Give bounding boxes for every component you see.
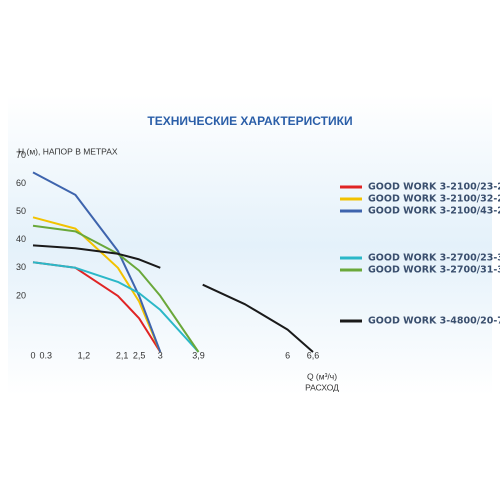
panel: [8, 95, 492, 395]
x-axis-label: Q (м³/ч): [307, 371, 337, 381]
series-line: [32, 244, 314, 353]
x-tick-label: 1,2: [78, 350, 91, 360]
legend-label: GOOD WORK 3-4800/20-7/3: [368, 316, 500, 327]
legend-label: GOOD WORK 3-2100/23-2/8: [368, 182, 500, 193]
x-tick-label: 0.3: [39, 350, 52, 360]
legend-label: GOOD WORK 3-2100/32-2/11: [368, 194, 500, 205]
y-tick-label: 40: [16, 234, 26, 244]
chart-title: ТЕХНИЧЕСКИЕ ХАРАКТЕРИСТИКИ: [147, 114, 352, 128]
x-tick-label: 3: [158, 350, 163, 360]
y-axis-label: H (м), НАПОР В МЕТРАХ: [18, 146, 118, 156]
x-tick-label: 2,1: [116, 350, 129, 360]
series-line: [32, 224, 200, 353]
y-tick-label: 50: [16, 206, 26, 216]
y-tick-label: 70: [16, 150, 26, 160]
y-tick-label: 60: [16, 178, 26, 188]
legend-label: GOOD WORK 3-2100/43-2/15: [368, 206, 500, 217]
legend-label: GOOD WORK 3-2700/23-3/8: [368, 253, 500, 264]
x-tick-label: 3,9: [192, 350, 205, 360]
series-line: [32, 261, 200, 353]
x-tick-label: 0: [30, 350, 35, 360]
x-tick-label: 6,6: [307, 350, 320, 360]
legend-label: GOOD WORK 3-2700/31-3/11: [368, 265, 500, 276]
y-tick-label: 20: [16, 290, 26, 300]
x-tick-label: 2,5: [133, 350, 146, 360]
x-axis-label-2: РАСХОД: [305, 382, 339, 392]
y-tick-label: 30: [16, 262, 26, 272]
series-line: [32, 216, 162, 353]
series-line: [32, 171, 162, 353]
x-tick-label: 6: [285, 350, 290, 360]
